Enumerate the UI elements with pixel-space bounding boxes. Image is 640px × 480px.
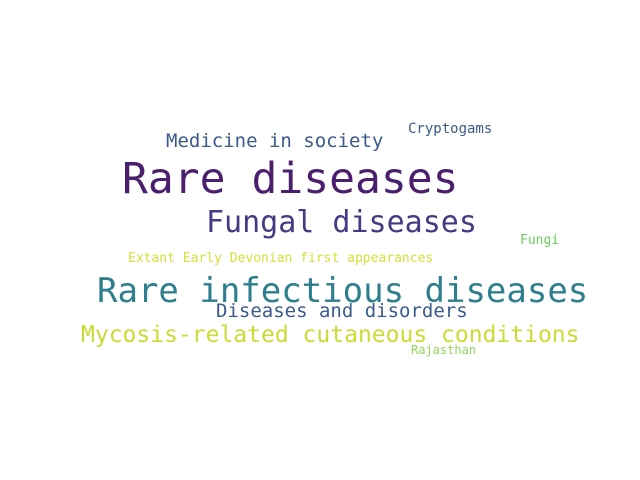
word-fungal-diseases: Fungal diseases <box>206 205 477 240</box>
word-rare-diseases: Rare diseases <box>122 154 459 204</box>
word-medicine-in-society: Medicine in society <box>166 130 384 152</box>
word-extant-early-devonian: Extant Early Devonian first appearances <box>128 251 434 266</box>
word-diseases-and-disorders: Diseases and disorders <box>216 300 468 322</box>
word-cryptogams: Cryptogams <box>408 121 493 137</box>
word-rare-infectious-diseases: Rare infectious diseases <box>97 271 589 311</box>
word-mycosis-related-cutaneous: Mycosis-related cutaneous conditions <box>81 322 580 348</box>
word-fungi: Fungi <box>520 233 560 248</box>
word-rajasthan: Rajasthan <box>411 343 477 357</box>
